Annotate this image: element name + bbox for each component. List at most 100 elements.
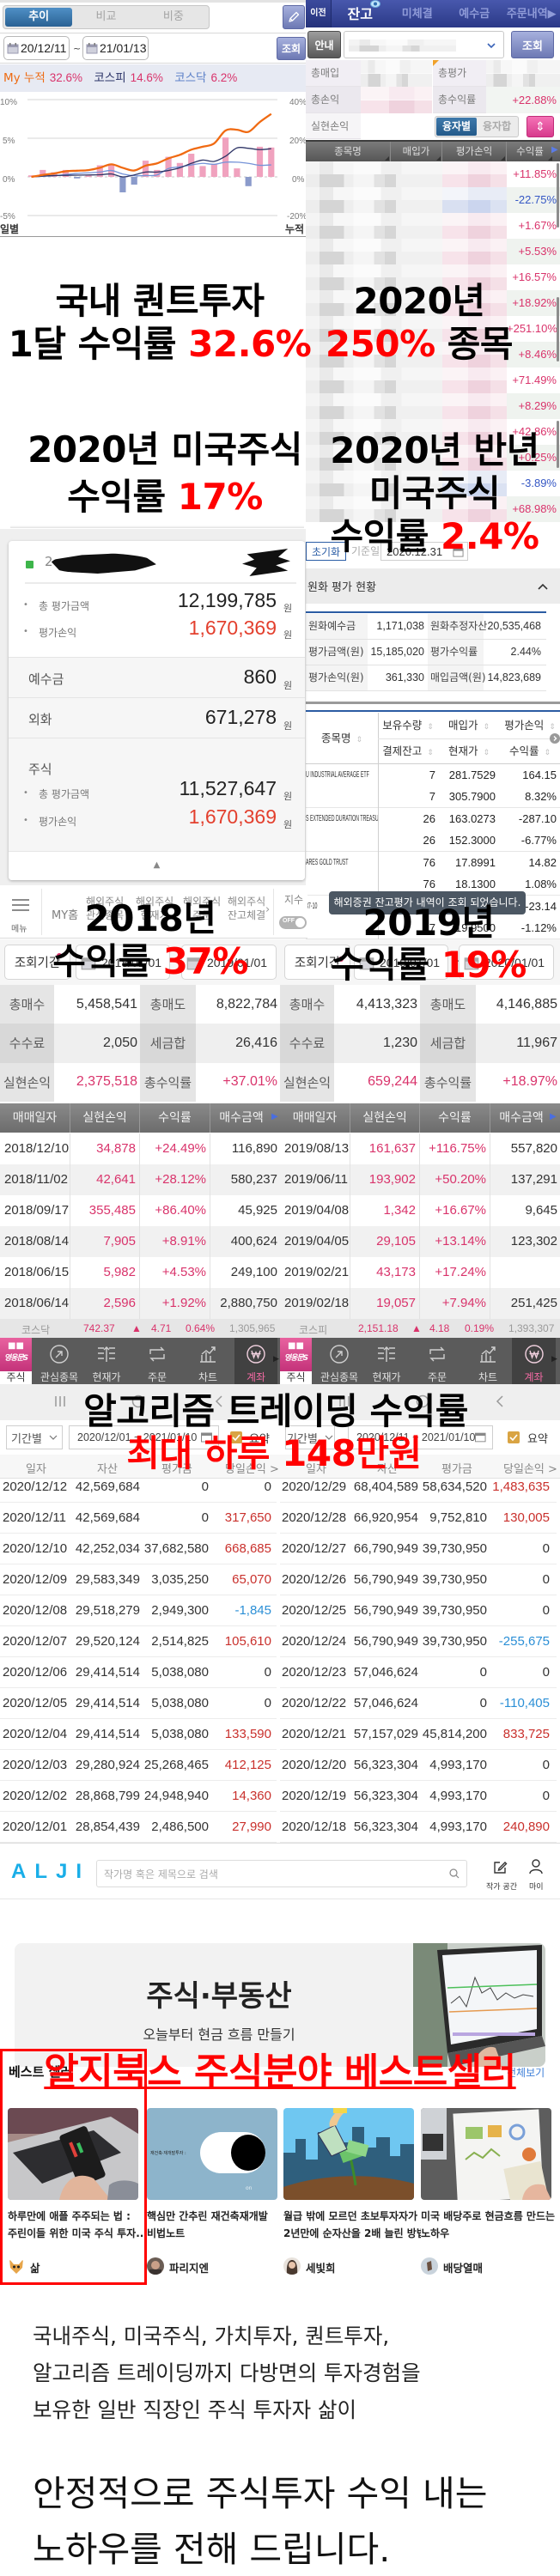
holding-row[interactable]: +5.53% <box>306 239 560 264</box>
tab-trend[interactable]: 추이 <box>5 8 73 27</box>
table-row[interactable]: 2018/11/02 42,641 +28.12% 580,237 <box>0 1164 280 1195</box>
table-row[interactable]: 2020/12/09 29,583,349 3,035,250 65,070 <box>0 1564 277 1595</box>
col-return[interactable]: 수익률 ⇕ <box>508 744 551 757</box>
nav-chart[interactable]: 차트 <box>183 1338 233 1384</box>
view-all-link[interactable]: 전체보기 <box>507 2067 545 2079</box>
tab-deposit[interactable]: 예수금 <box>459 8 490 21</box>
collapse-button[interactable]: ▲ <box>9 851 305 880</box>
table-row[interactable]: 2020/12/08 29,518,279 2,949,300 -1,845 <box>0 1595 277 1626</box>
scroll-right-icon[interactable]: ▶ <box>551 145 558 155</box>
my-page-label[interactable]: 마이 <box>529 1883 544 1892</box>
table-row[interactable]: 2020/12/23 57,046,624 0 0 <box>280 1657 557 1688</box>
user-icon[interactable] <box>529 1859 543 1874</box>
tab-weight[interactable]: 비중 <box>162 10 184 23</box>
sort-toggle-button[interactable]: ⇕ <box>527 116 554 137</box>
col-return[interactable]: 수익률 <box>140 1103 210 1133</box>
tab-unfilled[interactable]: 미체결 <box>401 8 433 21</box>
table-row[interactable]: 2020/12/27 66,790,949 39,730,950 0 <box>280 1534 557 1564</box>
start-date-button[interactable]: 2018/01/01 <box>76 945 170 980</box>
table-row[interactable]: 2019/06/11 193,902 +50.20% 137,291 <box>280 1164 560 1195</box>
tab-compare[interactable]: 비교 <box>95 10 117 23</box>
back-icon[interactable] <box>214 1394 224 1408</box>
period-type-select[interactable]: 기간별 <box>285 1425 335 1449</box>
col-buy-price[interactable]: 매입가 <box>391 142 442 161</box>
nav-watchlist[interactable]: 관심종목 <box>314 1338 364 1384</box>
daily-table-body[interactable]: 2020/12/29 68,404,589 58,634,520 1,483,6… <box>280 1479 560 1844</box>
krw-valuation-section-header[interactable]: 원화 평가 현황 <box>306 568 560 604</box>
query-button[interactable]: 조회 <box>511 31 554 58</box>
recent-apps-icon[interactable] <box>338 1395 350 1407</box>
col-current-price[interactable]: 현재가 ⇕ <box>447 744 490 757</box>
table-row[interactable]: 2020/12/19 56,323,304 4,993,170 0 <box>280 1781 557 1812</box>
table-row[interactable]: 2020/12/12 42,569,684 0 0 <box>0 1479 277 1503</box>
nav-order[interactable]: 해외주식 주문 <box>183 896 222 921</box>
period-type-select[interactable]: 기간별 <box>6 1425 63 1449</box>
col-buy-amount[interactable]: 매수금액 <box>499 1111 544 1125</box>
tab-balance[interactable]: 잔고 <box>347 6 373 22</box>
col-realized-pnl[interactable]: 실현손익 <box>70 1103 140 1133</box>
chevron-right-icon[interactable]: › <box>265 903 271 916</box>
table-row[interactable]: 2020/12/28 66,920,954 9,752,810 130,005 <box>280 1503 557 1534</box>
col-trade-date[interactable]: 매매일자 <box>280 1103 350 1133</box>
prev-button[interactable]: 이전 <box>306 0 332 27</box>
col-asset[interactable]: 자산 <box>97 1463 118 1476</box>
table-row[interactable]: 2019/02/18 19,057 +7.94% 251,425 <box>280 1288 560 1319</box>
table-row[interactable]: 2020/12/18 56,323,304 4,993,170 240,890 <box>280 1812 557 1843</box>
query-period-button[interactable]: 조회기간 <box>284 945 350 980</box>
col-eval[interactable]: 평가금 <box>441 1463 472 1476</box>
table-row[interactable]: 2018/09/17 355,485 +86.40% 45,925 <box>0 1195 280 1226</box>
col-return[interactable]: 수익률 <box>507 142 553 161</box>
table-row[interactable]: 2020/12/05 29,414,514 5,038,080 0 <box>0 1688 277 1719</box>
col-date[interactable]: 일자 <box>306 1463 326 1476</box>
table-row[interactable]: 2020/12/11 42,569,684 0 317,650 <box>0 1503 277 1534</box>
end-date-button[interactable]: 2019/01/01 <box>181 945 277 980</box>
recent-apps-icon[interactable] <box>54 1395 66 1407</box>
search-input[interactable]: 작가명 혹은 제목으로 검색 <box>96 1860 467 1887</box>
table-row[interactable]: 2018/06/15 5,982 +4.53% 249,100 <box>0 1257 280 1288</box>
date-range-input[interactable]: 2020/12/01 ~ 2021/01/10 <box>69 1425 219 1449</box>
nav-more-icon[interactable]: ▶ <box>551 1355 557 1364</box>
table-row[interactable]: 2020/12/01 28,854,439 2,486,500 27,990 <box>0 1812 277 1843</box>
home-icon[interactable] <box>131 1394 145 1408</box>
table-row[interactable]: 2020/12/02 28,868,799 24,948,940 14,360 <box>0 1781 277 1812</box>
scrollbar[interactable] <box>557 163 559 228</box>
end-date-input[interactable]: 21/01/13 <box>82 36 149 60</box>
writer-space-label[interactable]: 작가 공간 <box>486 1883 517 1892</box>
nav-watchlist[interactable]: 해외주식 관심종목 <box>86 896 125 921</box>
query-button[interactable]: 조회 <box>277 37 306 60</box>
account-select[interactable] <box>344 31 504 58</box>
holding-row[interactable]: +71.49% <box>306 368 560 393</box>
col-stock-name[interactable]: 종목명 ⇕ <box>320 732 363 744</box>
nav-order[interactable]: 주문 <box>411 1338 463 1384</box>
table-row[interactable]: 2018/06/14 2,596 +1.92% 2,880,750 <box>0 1288 280 1319</box>
table-row[interactable]: 2020/12/26 56,790,949 39,730,950 0 <box>280 1564 557 1595</box>
col-daily-pnl[interactable]: 당일손익 > <box>225 1463 279 1476</box>
holding-row[interactable]: 37-10 -23.14 17 19.9500 -1.12% <box>306 896 560 939</box>
alji-logo[interactable]: ALJI <box>11 1860 91 1883</box>
nav-stock[interactable]: 주식 <box>280 1371 312 1384</box>
index-toggle[interactable]: OFF <box>279 916 307 929</box>
col-date[interactable]: 일자 <box>26 1463 46 1476</box>
end-date-button[interactable]: 2020/01/01 <box>459 945 554 980</box>
holding-row[interactable]: +16.57% <box>306 264 560 290</box>
scroll-right-icon[interactable]: ▶ <box>550 1112 557 1121</box>
table-row[interactable]: 2020/12/29 68,404,589 58,634,520 1,483,6… <box>280 1479 557 1503</box>
daily-table-body[interactable]: 2020/12/12 42,569,684 0 0 2020/12/11 42,… <box>0 1479 280 1844</box>
next-columns-icon[interactable] <box>550 733 560 744</box>
col-stock-name[interactable]: 종목명 <box>306 142 391 161</box>
nav-order[interactable]: 주문 <box>131 1338 183 1384</box>
start-date-input[interactable]: 20/12/11 <box>3 36 70 60</box>
col-daily-pnl[interactable]: 당일손익 > <box>503 1463 557 1476</box>
nav-balance-fills[interactable]: 해외주식 잔고체결 <box>228 896 266 921</box>
nav-current-price[interactable]: 현재가 <box>364 1338 409 1384</box>
nav-more-icon[interactable]: ▶ <box>273 1355 279 1364</box>
app-menu-tile[interactable]: ■■ 영웅문S <box>280 1338 312 1371</box>
table-row[interactable]: 2020/12/10 42,252,034 37,682,580 668,685 <box>0 1534 277 1564</box>
scroll-right-icon[interactable]: ▶ <box>271 1112 278 1121</box>
summary-checkbox[interactable] <box>230 1431 242 1443</box>
nav-watchlist[interactable]: 관심종목 <box>34 1338 84 1384</box>
base-date-input[interactable]: 2020.12.31 <box>380 542 468 561</box>
home-icon[interactable] <box>416 1394 429 1408</box>
holding-row[interactable]: +68.98% <box>306 496 560 522</box>
table-row[interactable]: 2019/04/05 29,105 +13.14% 123,302 <box>280 1226 560 1257</box>
